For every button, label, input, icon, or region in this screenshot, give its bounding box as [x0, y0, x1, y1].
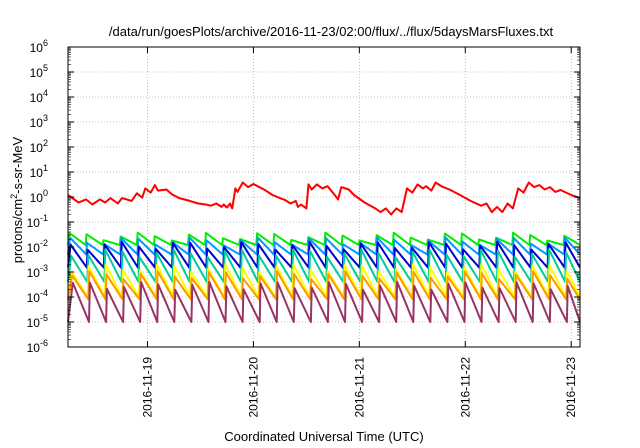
series-line-7: [67, 270, 581, 301]
y-tick-label: 101: [30, 163, 48, 180]
x-axis: 2016-11-19 2016-11-20 2016-11-21 2016-11-22…: [140, 47, 578, 418]
series-line-2: [67, 231, 581, 246]
y-tick-label: 10-5: [27, 313, 48, 330]
x-tick-label: 2016-11-23: [564, 357, 578, 418]
y-tick-label: 104: [30, 88, 48, 105]
y-axis-label-base: protons/cm: [10, 199, 25, 263]
y-axis-label-sup: 2: [9, 194, 19, 199]
chart-title: /data/run/goesPlots/archive/2016-11-23/0…: [109, 24, 554, 39]
y-axis-label-rest: -s-sr-MeV: [10, 136, 25, 193]
y-tick-label: 100: [30, 188, 48, 205]
x-tick-label: 2016-11-22: [458, 357, 472, 418]
series-group: [67, 181, 581, 323]
y-tick-label: 10-3: [27, 263, 48, 280]
series-line-3: [67, 236, 581, 256]
x-tick-label: 2016-11-20: [246, 357, 260, 418]
y-tick-label: 106: [30, 38, 48, 55]
y-tick-label: 10-6: [27, 338, 48, 355]
y-tick-label: 105: [30, 63, 48, 80]
y-tick-label: 10-1: [27, 213, 48, 230]
x-tick-label: 2016-11-19: [140, 357, 154, 418]
y-tick-label: 102: [30, 138, 48, 155]
series-line-1: [67, 181, 581, 216]
y-tick-label: 10-2: [27, 238, 48, 255]
y-tick-label: 103: [30, 113, 48, 130]
y-tick-label: 10-4: [27, 288, 48, 305]
series-line-8: [67, 280, 581, 323]
y-axis: 10-6 10-5 10-4 10-3 10-2 10-1 100 101 102 103 104 1…: [27, 38, 580, 355]
y-axis-label: protons/cm2-s-sr-MeV: [9, 136, 25, 263]
x-axis-label: Coordinated Universal Time (UTC): [224, 429, 423, 444]
x-tick-label: 2016-11-21: [352, 357, 366, 418]
grid-lines: [68, 47, 580, 347]
